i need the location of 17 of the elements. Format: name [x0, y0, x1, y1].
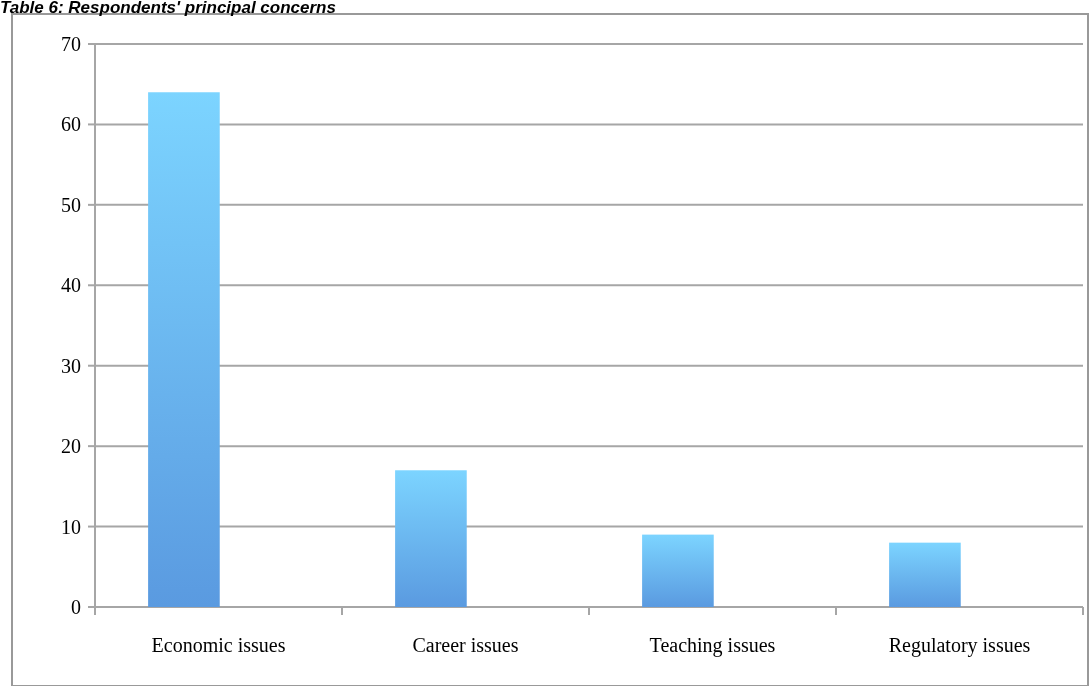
y-tick-label: 0: [71, 596, 81, 618]
bar: [395, 470, 467, 607]
bar: [642, 534, 714, 607]
bar: [148, 92, 220, 607]
bar: [889, 542, 961, 607]
x-tick-label: Teaching issues: [649, 634, 776, 657]
y-tick-label: 70: [61, 33, 81, 55]
y-tick-label: 60: [61, 113, 81, 136]
x-tick-label: Regulatory issues: [888, 634, 1031, 657]
x-tick-label: Career issues: [412, 634, 519, 656]
y-tick-label: 30: [61, 354, 81, 377]
y-tick-label: 20: [61, 435, 81, 458]
chart-title: Table 6: Respondents' principal concerns: [0, 0, 336, 17]
y-tick-label: 40: [61, 274, 81, 297]
x-tick-label: Economic issues: [151, 634, 286, 656]
y-tick-label: 10: [61, 515, 81, 538]
y-tick-label: 50: [61, 193, 81, 216]
